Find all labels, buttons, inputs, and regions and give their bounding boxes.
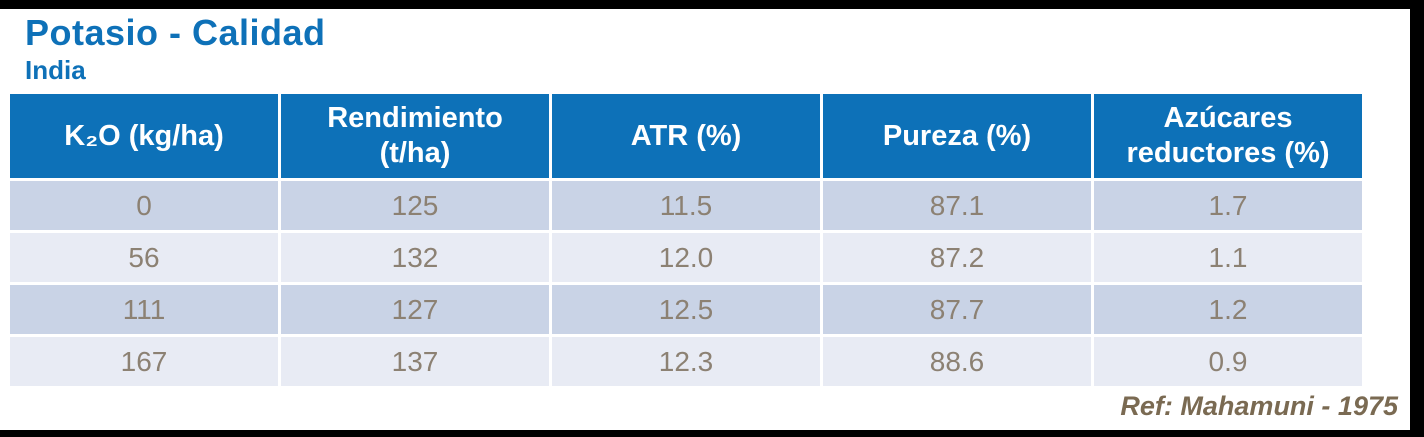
- table-row: 167 137 12.3 88.6 0.9: [10, 337, 1362, 386]
- column-header: Azúcares reductores (%): [1094, 94, 1362, 178]
- table-cell: 88.6: [823, 337, 1091, 386]
- table-cell: 12.3: [552, 337, 820, 386]
- table-cell: 12.5: [552, 285, 820, 334]
- top-frame-bar: [0, 0, 1424, 9]
- table-cell: 11.5: [552, 181, 820, 230]
- table-cell: 111: [10, 285, 278, 334]
- column-header: ATR (%): [552, 94, 820, 178]
- page-title: Potasio - Calidad: [25, 12, 326, 53]
- table-cell: 87.1: [823, 181, 1091, 230]
- table-cell: 0.9: [1094, 337, 1362, 386]
- table-row: 111 127 12.5 87.7 1.2: [10, 285, 1362, 334]
- table-body: 0 125 11.5 87.1 1.7 56 132 12.0 87.2 1.1 111 127 12.…: [10, 181, 1362, 386]
- column-header: Rendimiento (t/ha): [281, 94, 549, 178]
- table-cell: 56: [10, 233, 278, 282]
- table-cell: 87.7: [823, 285, 1091, 334]
- table-cell: 0: [10, 181, 278, 230]
- table-cell: 167: [10, 337, 278, 386]
- table-cell: 125: [281, 181, 549, 230]
- table-cell: 132: [281, 233, 549, 282]
- column-header: K₂O (kg/ha): [10, 94, 278, 178]
- data-table: K₂O (kg/ha) Rendimiento (t/ha) ATR (%) Pure…: [7, 91, 1365, 389]
- table-row: 56 132 12.0 87.2 1.1: [10, 233, 1362, 282]
- page-subtitle: India: [25, 55, 86, 85]
- table-cell: 127: [281, 285, 549, 334]
- bottom-frame-bar: [0, 430, 1424, 437]
- table-row: 0 125 11.5 87.1 1.7: [10, 181, 1362, 230]
- table-cell: 137: [281, 337, 549, 386]
- table-cell: 12.0: [552, 233, 820, 282]
- column-header: Pureza (%): [823, 94, 1091, 178]
- table-header-row: K₂O (kg/ha) Rendimiento (t/ha) ATR (%) Pure…: [10, 94, 1362, 178]
- table-cell: 1.1: [1094, 233, 1362, 282]
- table-cell: 1.2: [1094, 285, 1362, 334]
- reference-citation: Ref: Mahamuni - 1975: [1120, 391, 1398, 421]
- right-frame-bar: [1410, 0, 1424, 437]
- table-cell: 87.2: [823, 233, 1091, 282]
- table-cell: 1.7: [1094, 181, 1362, 230]
